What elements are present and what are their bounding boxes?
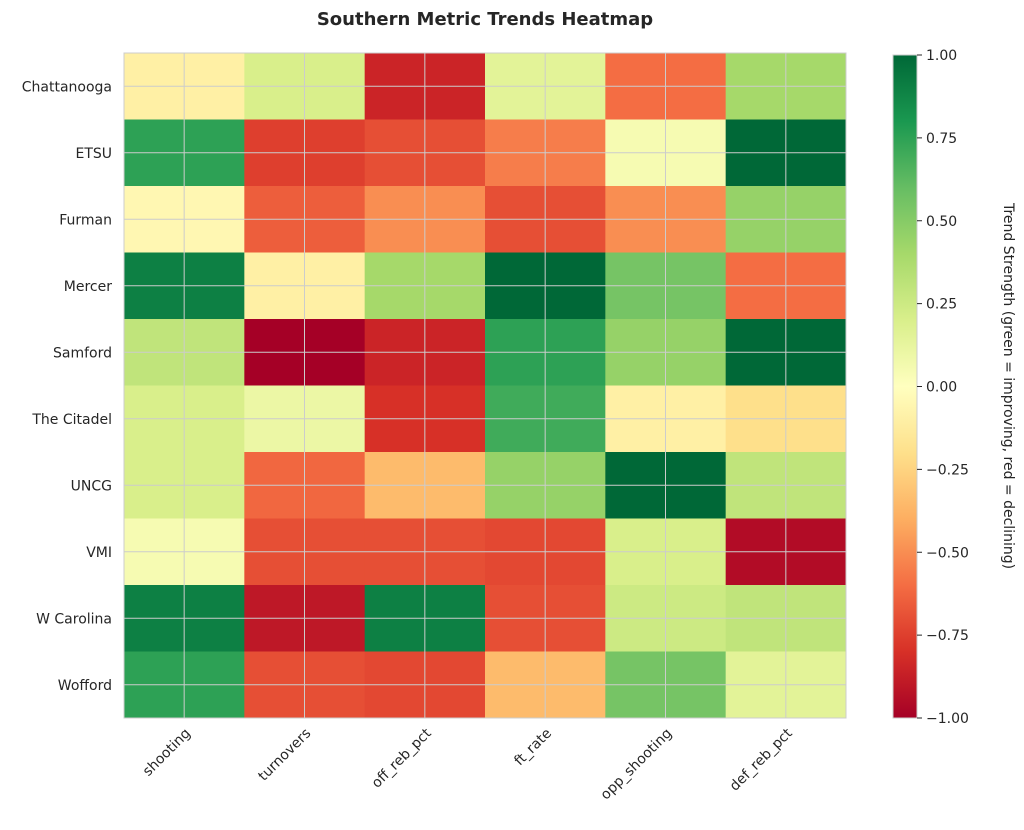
colorbar-ticks: −1.00 −0.75 −0.50 −0.25 0.00 0.25 0.50 0.75 1.00 xyxy=(917,48,969,727)
y-tick-label: Wofford xyxy=(58,678,112,694)
chart-title: Southern Metric Trends Heatmap xyxy=(317,9,653,30)
y-tick-label: W Carolina xyxy=(36,611,112,627)
colorbar-tick-label: 1.00 xyxy=(926,48,957,64)
x-tick-label: shooting xyxy=(140,726,194,780)
x-tick-label: ft_rate xyxy=(511,726,555,770)
x-tick-label: def_reb_pct xyxy=(727,725,796,794)
x-axis-tick-labels: shooting turnovers off_reb_pct ft_rate opp_s… xyxy=(140,725,796,803)
colorbar-tick-label: −0.25 xyxy=(926,462,969,478)
y-tick-label: Furman xyxy=(59,212,112,228)
heatmap-gridlines xyxy=(124,53,846,718)
y-tick-label: ETSU xyxy=(75,146,112,162)
colorbar-tick-label: −1.00 xyxy=(926,711,969,727)
y-tick-label: The Citadel xyxy=(31,412,112,428)
x-tick-label: opp_shooting xyxy=(598,726,676,804)
colorbar-tick-label: −0.75 xyxy=(926,628,969,644)
colorbar: −1.00 −0.75 −0.50 −0.25 0.00 0.25 0.50 0.75 1.00… xyxy=(892,48,1016,727)
y-tick-label: VMI xyxy=(86,545,112,561)
y-tick-label: UNCG xyxy=(71,478,112,494)
colorbar-tick-label: 0.25 xyxy=(926,297,957,313)
colorbar-tick-label: 0.50 xyxy=(926,214,957,230)
colorbar-tick-label: −0.50 xyxy=(926,545,969,561)
colorbar-tick-label: 0.00 xyxy=(926,380,957,396)
y-axis-tick-labels: Chattanooga ETSU Furman Mercer Samford The Ci… xyxy=(22,79,112,694)
x-tick-label: off_reb_pct xyxy=(369,725,435,791)
x-tick-label: turnovers xyxy=(255,726,314,785)
colorbar-label: Trend Strength (green = improving, red =… xyxy=(1000,202,1016,569)
colorbar-tick-label: 0.75 xyxy=(926,131,957,147)
y-tick-label: Samford xyxy=(53,345,112,361)
y-tick-label: Mercer xyxy=(64,279,112,295)
plot-frame xyxy=(123,52,847,719)
y-tick-label: Chattanooga xyxy=(22,79,112,95)
colorbar-gradient xyxy=(893,55,917,718)
